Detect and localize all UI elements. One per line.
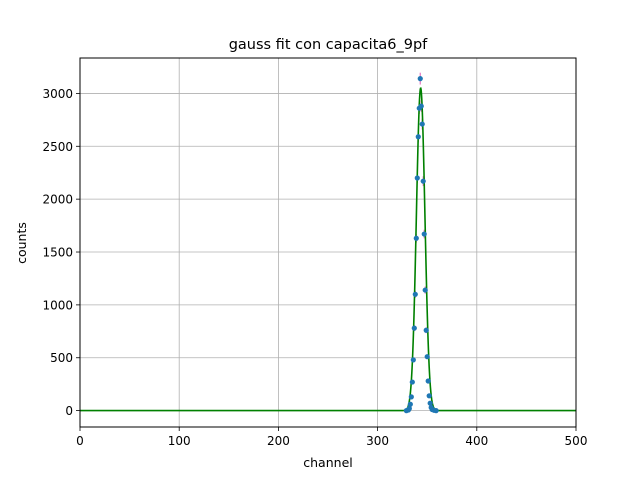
y-tick-label: 2500 [42,140,73,154]
data-point [417,76,423,82]
data-point [418,103,424,109]
data-point [425,378,431,384]
y-tick-label: 500 [50,351,73,365]
x-tick-label: 300 [366,434,389,448]
grid-layer [79,58,577,427]
y-tick-label: 1000 [42,298,73,312]
x-tick-label: 400 [465,434,488,448]
data-point [427,400,433,406]
data-point [426,393,432,399]
data-point [422,287,428,293]
y-tick-label: 1500 [42,246,73,260]
y-tick-label: 3000 [42,87,73,101]
x-tick-label: 200 [267,434,290,448]
y-tick-label: 0 [65,404,73,418]
data-point [421,231,427,237]
data-point [414,175,420,181]
data-point [412,291,418,297]
chart-title: gauss fit con capacita6_9pf [229,37,428,53]
data-point [420,178,426,184]
data-point [408,394,414,400]
data-layer [80,72,576,414]
plot-area [80,58,576,427]
y-axis-label: counts [14,222,29,264]
plot-frame [79,57,577,428]
axis-layer: 0 100 200 300 400 500 0 500 1000 1500 2000 2500 3000 [42,87,587,448]
x-axis-label: channel [303,455,352,470]
y-tick-label: 2000 [42,193,73,207]
x-tick-label: 100 [168,434,191,448]
data-point [419,121,425,127]
data-point [413,235,419,241]
data-point [407,401,413,407]
data-point [433,408,439,414]
data-point [409,379,415,385]
x-tick-label: 500 [565,434,588,448]
data-point [423,327,429,333]
data-point [424,354,430,360]
data-point [406,405,412,412]
data-point [415,134,421,140]
data-point [410,357,416,363]
x-tick-label: 0 [76,434,84,448]
data-point [411,325,417,331]
gauss-fit-line [80,87,576,412]
